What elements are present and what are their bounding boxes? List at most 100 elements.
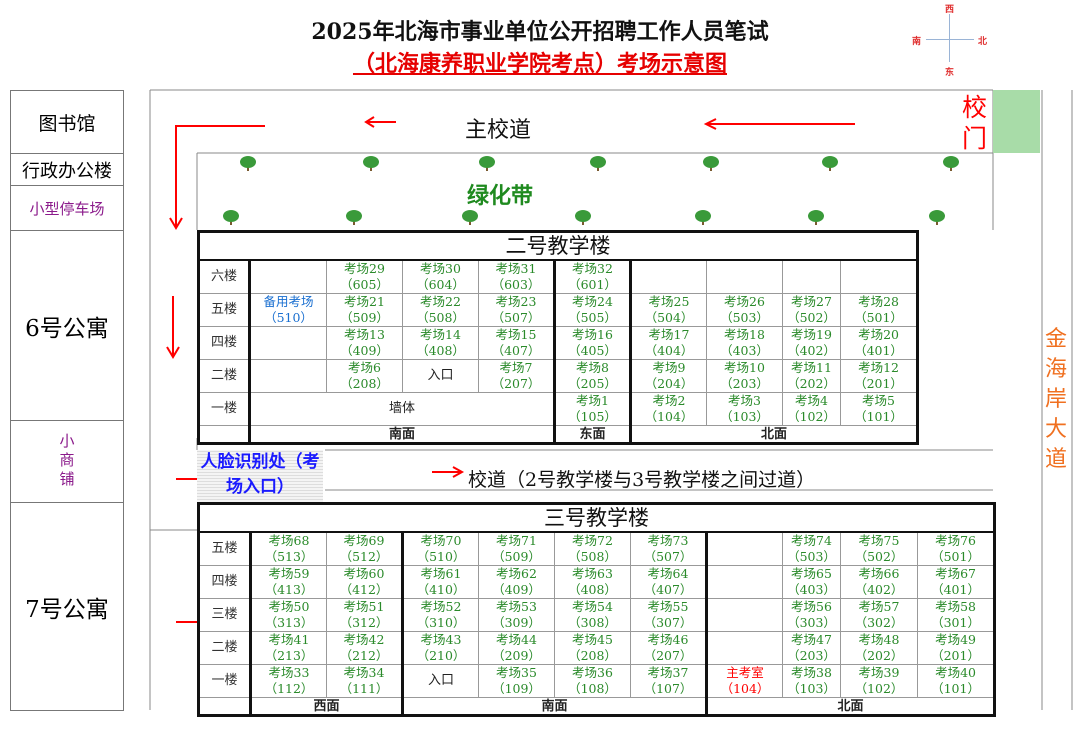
exam-room: 考场13 （409）	[326, 326, 403, 360]
tree-icon	[822, 156, 838, 171]
exam-room: 考场59 （413）	[249, 565, 327, 599]
empty-room	[705, 531, 783, 566]
exam-room: 考场51 （312）	[326, 598, 403, 632]
exam-room: 考场28 （501）	[839, 293, 919, 327]
wall: 墙体	[248, 392, 555, 426]
exam-room: 考场38 （103）	[782, 664, 841, 698]
reserve-exam-room: 备用考场 （510）	[248, 293, 327, 327]
exam-room: 考场69 （512）	[326, 531, 403, 566]
exam-room: 考场25 （504）	[629, 293, 707, 327]
floor-row: 五楼 备用考场 （510） 考场21 （509） 考场22 （508） 考场23 （507） 考场…	[198, 293, 919, 327]
exam-room: 考场64 （407）	[630, 565, 707, 599]
entrance: 入口	[402, 359, 479, 393]
exam-room: 考场11 （202）	[782, 359, 841, 393]
building-face-label: 南面	[248, 425, 555, 444]
floor-row: 四楼 考场13 （409） 考场14 （408） 考场15 （407） 考场16 （405） 考场…	[198, 326, 919, 360]
exam-room: 考场71 （509）	[478, 531, 555, 566]
building-face-label: 东面	[553, 425, 631, 444]
empty-room	[705, 631, 783, 665]
floor-label: 六楼	[198, 259, 250, 294]
gate-label: 校门	[962, 93, 988, 153]
exam-room: 考场56 （303）	[782, 598, 841, 632]
sidebar-apartment-7: 7号公寓	[10, 502, 124, 711]
compass-east: 东	[945, 68, 955, 78]
exam-room: 考场37 （107）	[630, 664, 707, 698]
exam-room: 考场52 （310）	[401, 598, 479, 632]
tree-icon	[590, 156, 606, 171]
exam-room: 考场16 （405）	[553, 326, 631, 360]
floor-row: 五楼 考场68 （513） 考场69 （512） 考场70 （510） 考场71 （509） 考场…	[198, 531, 996, 566]
exam-room: 考场12 （201）	[839, 359, 919, 393]
exam-room: 考场34 （111）	[326, 664, 403, 698]
building-face-label: 北面	[704, 697, 996, 716]
empty-room	[248, 259, 327, 294]
entrance: 入口	[401, 664, 479, 698]
exam-room: 考场61 （410）	[401, 565, 479, 599]
exam-room: 考场76 （501）	[916, 531, 996, 566]
empty-room	[706, 259, 783, 294]
tree-icon	[808, 210, 824, 225]
exam-room: 考场42 （212）	[326, 631, 403, 665]
exam-room: 考场63 （408）	[554, 565, 631, 599]
page-subtitle: （北海康养职业学院考点）考场示意图	[0, 46, 1080, 78]
exam-room: 考场72 （508）	[554, 531, 631, 566]
tree-icon	[346, 210, 362, 225]
floor-label: 一楼	[198, 664, 251, 698]
exam-room: 考场73 （507）	[630, 531, 707, 566]
exam-room: 考场23 （507）	[478, 293, 555, 327]
tree-icon	[929, 210, 945, 225]
exam-room: 考场57 （302）	[840, 598, 918, 632]
exam-room: 考场1 （105）	[553, 392, 631, 426]
building-3-title: 三号教学楼	[197, 502, 996, 533]
exam-room: 考场74 （503）	[782, 531, 841, 566]
exam-room: 考场22 （508）	[402, 293, 479, 327]
green-belt-label: 绿化带	[467, 183, 534, 209]
exam-room: 考场40 （101）	[916, 664, 996, 698]
exam-room: 考场62 （409）	[478, 565, 555, 599]
tree-icon	[363, 156, 379, 171]
floor-label: 一楼	[198, 392, 250, 426]
gate-green-block	[993, 90, 1040, 153]
exam-room: 考场29 （605）	[326, 259, 403, 294]
floor-row: 二楼 考场41 （213） 考场42 （212） 考场43 （210） 考场44 （209） 考场…	[198, 631, 996, 665]
floor-label: 二楼	[198, 359, 250, 393]
exam-room: 考场67 （401）	[916, 565, 996, 599]
exam-room: 考场30 （604）	[402, 259, 479, 294]
exam-room: 考场48 （202）	[840, 631, 918, 665]
exam-room: 考场49 （201）	[916, 631, 996, 665]
floor-label: 三楼	[198, 598, 251, 632]
exam-room: 考场26 （503）	[706, 293, 783, 327]
empty-room	[629, 259, 707, 294]
exam-room: 考场27 （502）	[782, 293, 841, 327]
building-face-label: 南面	[401, 697, 707, 716]
exam-room: 考场7 （207）	[478, 359, 555, 393]
trees	[223, 156, 959, 225]
exam-room: 考场70 （510）	[401, 531, 479, 566]
exam-room: 考场14 （408）	[402, 326, 479, 360]
exam-room: 考场60 （412）	[326, 565, 403, 599]
exam-room: 考场3 （103）	[706, 392, 783, 426]
tree-icon	[703, 156, 719, 171]
empty-room	[705, 598, 783, 632]
chief-exam-room: 主考室 （104）	[705, 664, 783, 698]
exam-room: 考场6 （208）	[326, 359, 403, 393]
exam-room: 考场41 （213）	[249, 631, 327, 665]
tree-icon	[462, 210, 478, 225]
main-road-label: 主校道	[465, 118, 532, 143]
exam-room: 考场54 （308）	[554, 598, 631, 632]
empty-room	[839, 259, 919, 294]
exam-room: 考场47 （203）	[782, 631, 841, 665]
compass-north: 北	[978, 37, 988, 47]
floor-label: 四楼	[198, 565, 251, 599]
exam-room: 考场50 （313）	[249, 598, 327, 632]
floor-row: 三楼 考场50 （313） 考场51 （312） 考场52 （310） 考场53 （309） 考场…	[198, 598, 996, 632]
exam-room: 考场9 （204）	[629, 359, 707, 393]
tree-icon	[479, 156, 495, 171]
floor-label: 二楼	[198, 631, 251, 665]
floor-label: 五楼	[198, 293, 250, 327]
exam-room: 考场46 （207）	[630, 631, 707, 665]
tree-icon	[240, 156, 256, 171]
subtitle-text: （北海康养职业学院考点）考场示意图	[352, 51, 727, 77]
exam-room: 考场17 （404）	[629, 326, 707, 360]
